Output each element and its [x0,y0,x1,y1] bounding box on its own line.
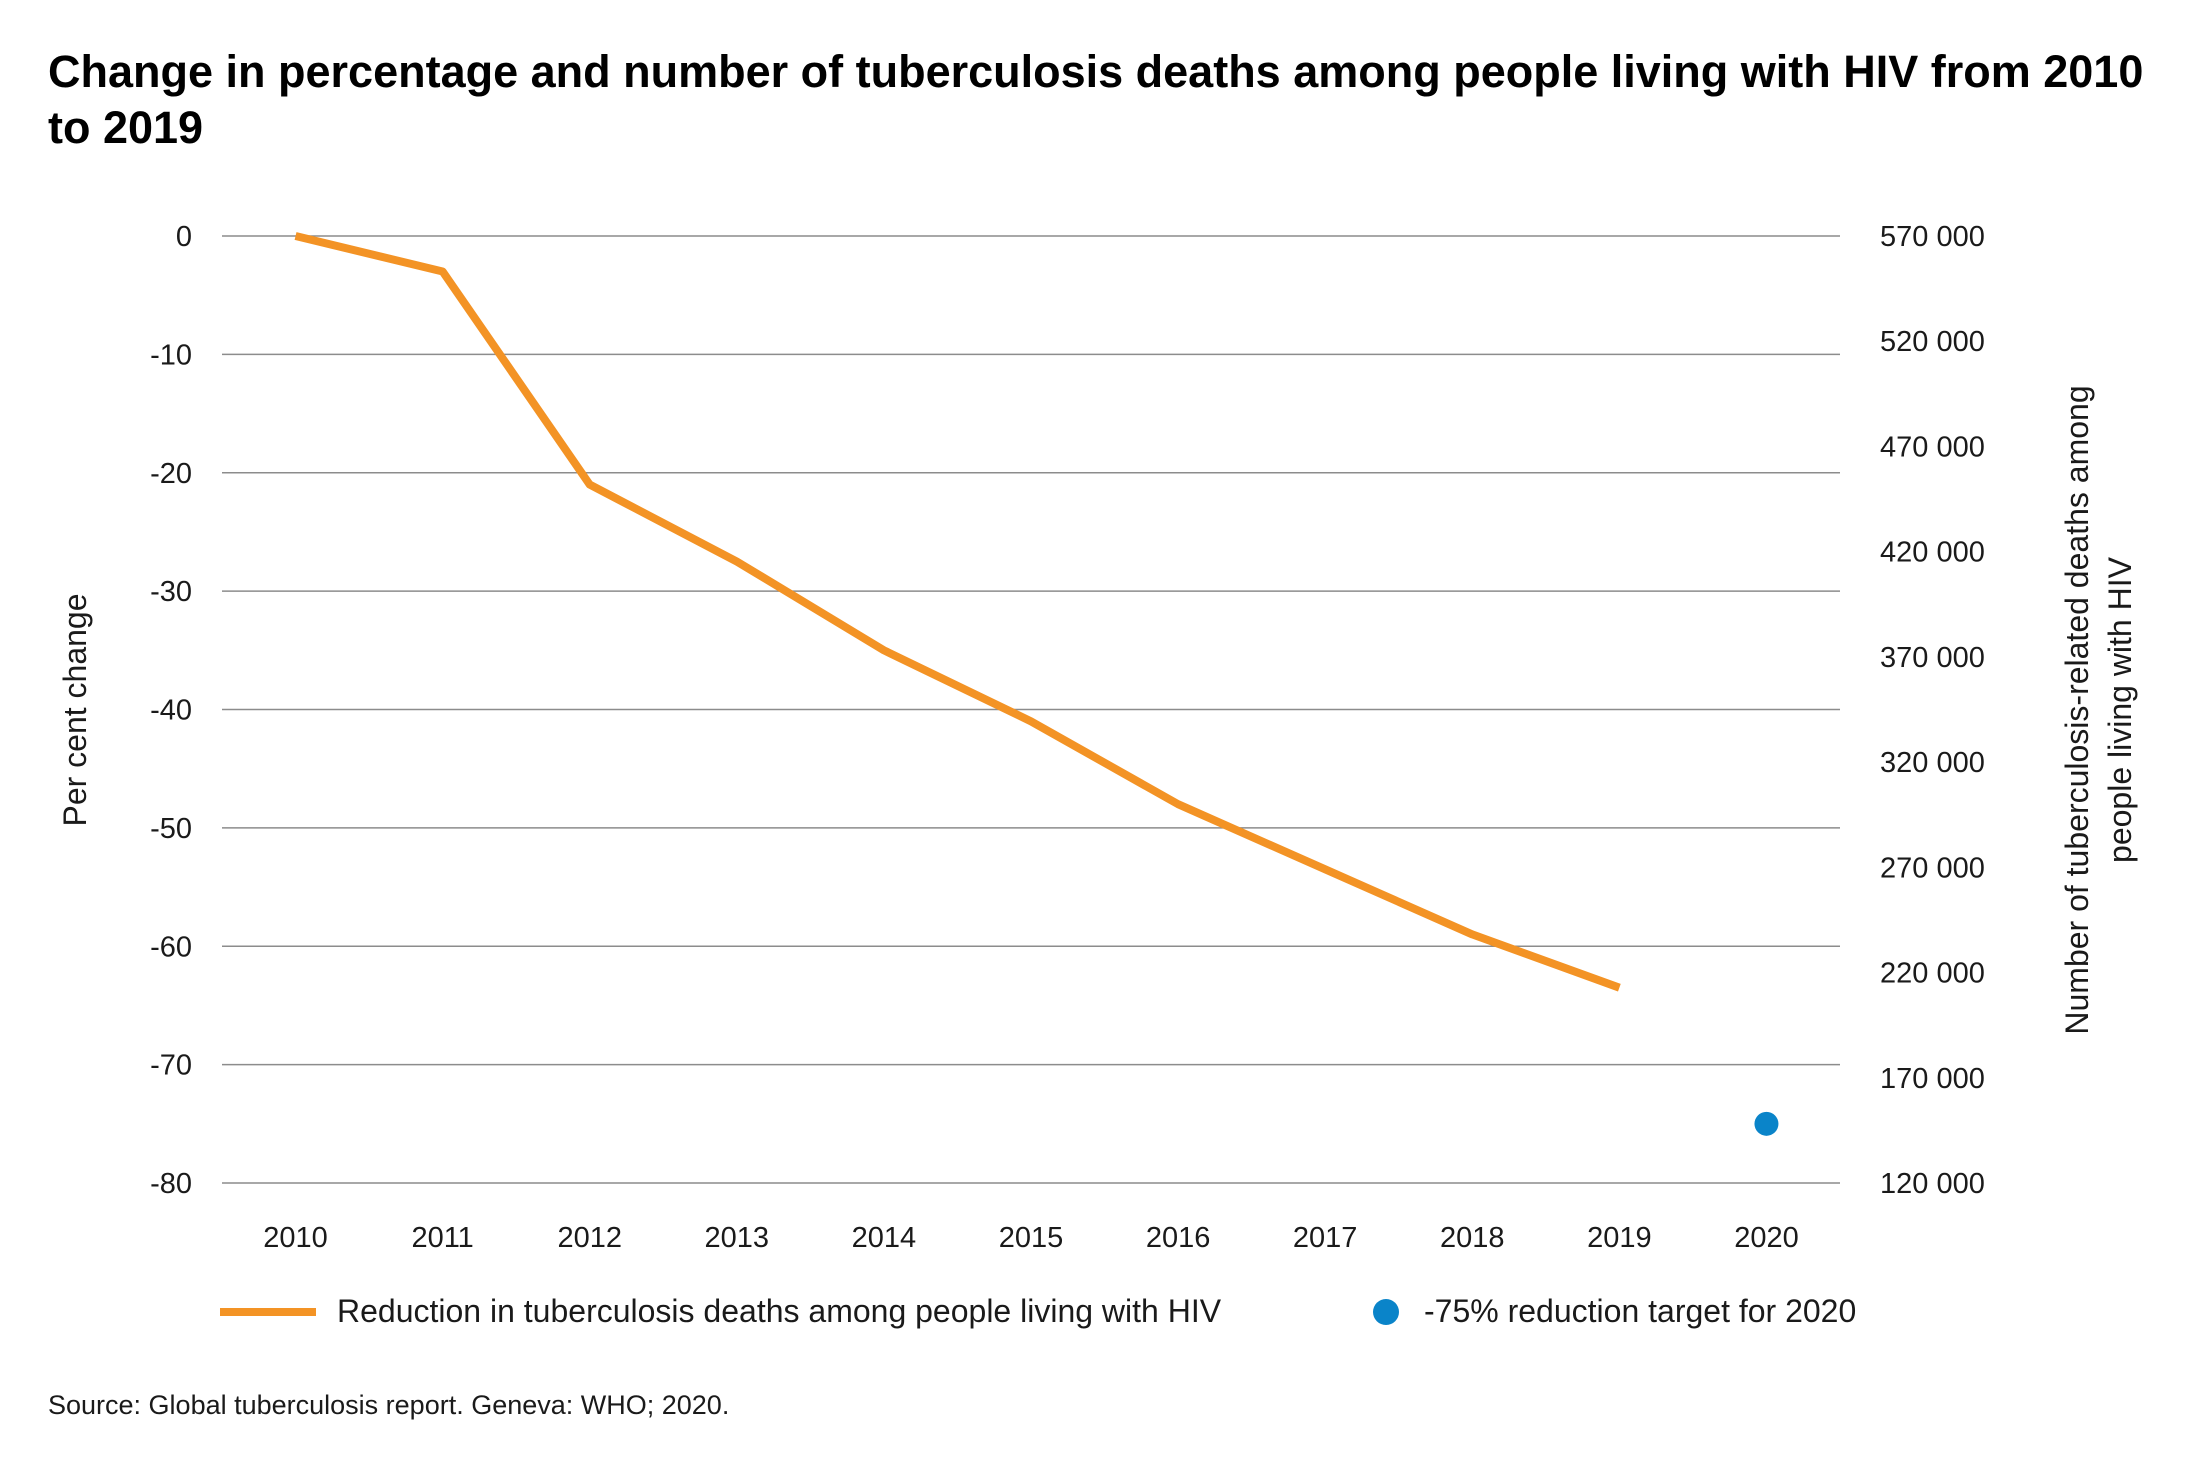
y-tick-label: -70 [150,1050,192,1082]
y2-tick-label: 120 000 [1880,1168,1985,1200]
target-point [1754,1111,1779,1136]
chart-title: Change in percentage and number of tuber… [48,46,2144,153]
x-tick-label: 2020 [1734,1222,1799,1254]
x-tick-label: 2019 [1587,1222,1652,1254]
y2-tick-label: 270 000 [1880,852,1985,884]
x-tick-label: 2016 [1146,1222,1211,1254]
y-tick-label: 0 [176,221,192,253]
axis-tick-labels: 0 -10 -20 -30 -40 -50 -60 -70 -80 570 000 520 000 4… [150,221,1985,1254]
x-tick-label: 2012 [557,1222,622,1254]
y2-tick-label: 170 000 [1880,1063,1985,1095]
y-tick-label: -40 [150,695,192,727]
y-tick-label: -60 [150,931,192,963]
y-tick-label: -20 [150,458,192,490]
y2-tick-label: 520 000 [1880,326,1985,358]
series-line [294,232,1621,992]
x-tick-label: 2014 [852,1222,917,1254]
y2-tick-label: 420 000 [1880,537,1985,569]
y2-axis-title: Number of tuberculosis-related deaths am… [2059,385,2095,1034]
x-tick-label: 2018 [1440,1222,1505,1254]
y-tick-label: -10 [150,339,192,371]
gridlines [222,235,1840,1184]
axis-titles: Per cent change Number of tuberculosis-re… [57,385,2138,1034]
legend: Reduction in tuberculosis deaths among p… [220,1293,1856,1329]
y2-tick-label: 370 000 [1880,642,1985,674]
x-tick-label: 2013 [705,1222,770,1254]
y-axis-title: Per cent change [57,593,93,826]
y-tick-label: -30 [150,576,192,608]
x-tick-label: 2011 [411,1222,473,1254]
y2-tick-label: 470 000 [1880,431,1985,463]
y2-axis-title-line2: people living with HIV [2102,556,2138,863]
x-tick-label: 2015 [999,1222,1064,1254]
source-note: Source: Global tuberculosis report. Gene… [48,1390,730,1420]
legend-label: -75% reduction target for 2020 [1424,1293,1856,1329]
y-tick-label: -50 [150,813,192,845]
data-series [294,232,1779,1136]
x-tick-label: 2017 [1293,1222,1358,1254]
legend-dot-swatch [1373,1299,1399,1325]
y-tick-label: -80 [150,1168,192,1200]
y2-tick-label: 220 000 [1880,958,1985,990]
y2-tick-label: 570 000 [1880,221,1985,253]
y2-tick-label: 320 000 [1880,747,1985,779]
legend-label: Reduction in tuberculosis deaths among p… [337,1293,1222,1329]
x-tick-label: 2010 [263,1222,328,1254]
